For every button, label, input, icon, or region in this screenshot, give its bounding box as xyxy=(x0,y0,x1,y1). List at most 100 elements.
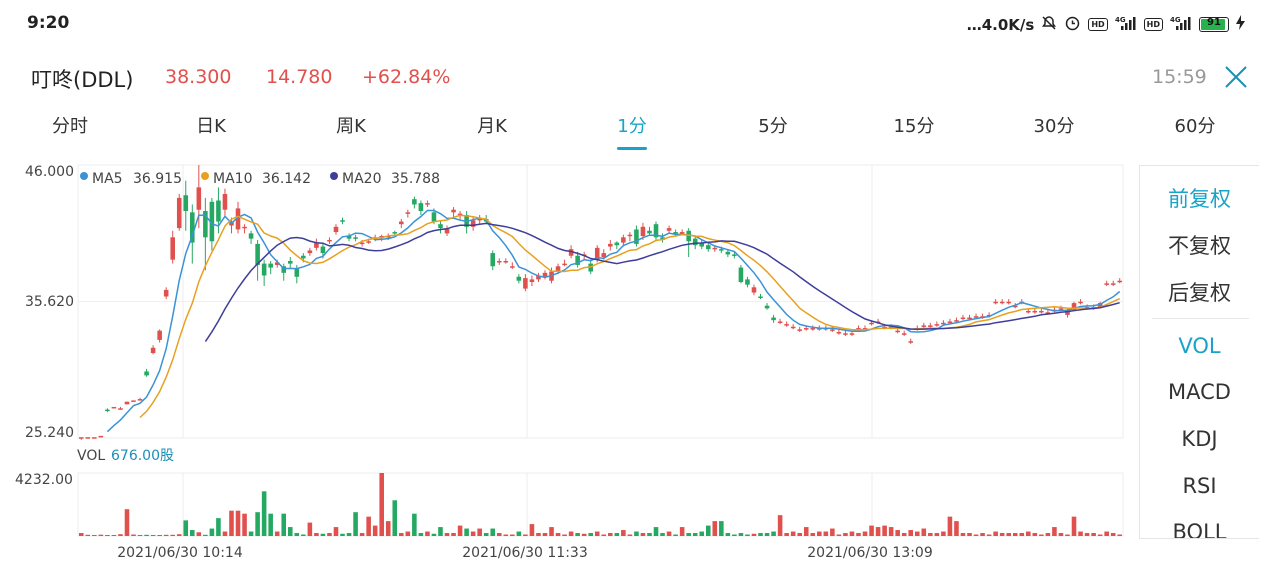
volume-bar xyxy=(581,533,587,536)
candle-body xyxy=(771,317,776,321)
option-boll[interactable]: BOLL xyxy=(1172,520,1227,539)
candle-body xyxy=(490,253,496,267)
volume-bar xyxy=(751,533,757,536)
candle-body xyxy=(1117,280,1123,283)
close-button[interactable] xyxy=(1223,64,1249,90)
candle-body xyxy=(738,267,744,283)
candle-body xyxy=(1104,283,1109,285)
volume-bar xyxy=(1110,533,1116,536)
candle-body xyxy=(993,301,998,304)
candle-body xyxy=(248,233,254,239)
volume-bar xyxy=(392,500,398,536)
volume-bar xyxy=(1104,531,1109,536)
volume-bar xyxy=(242,513,247,536)
option-rsi[interactable]: RSI xyxy=(1182,474,1217,498)
tab-30min[interactable]: 30分 xyxy=(1033,116,1075,137)
volume-bar xyxy=(960,533,966,536)
tab-5min[interactable]: 5分 xyxy=(758,116,788,137)
candle-body xyxy=(849,333,855,335)
candle-body xyxy=(385,236,391,238)
tab-intraday[interactable]: 分时 xyxy=(52,116,88,137)
option-kdj[interactable]: KDJ xyxy=(1181,427,1218,451)
candle-body xyxy=(496,260,502,263)
volume-bar xyxy=(111,535,117,536)
volume-bar xyxy=(686,533,691,536)
volume-bar xyxy=(294,533,300,536)
volume-bar xyxy=(921,528,927,536)
volume-bar xyxy=(875,527,881,536)
volume-bar xyxy=(314,533,319,536)
ma20-line xyxy=(204,222,1120,343)
volume-bar xyxy=(516,531,522,536)
option-forward-adjusted[interactable]: 前复权 xyxy=(1168,187,1231,211)
candle-body xyxy=(679,232,685,234)
candle-body xyxy=(477,218,482,221)
y-tick-top: 46.000 xyxy=(25,164,74,180)
candle-body xyxy=(1012,305,1018,308)
volume-bar xyxy=(732,534,737,536)
candle-body xyxy=(137,399,143,401)
option-unadjusted[interactable]: 不复权 xyxy=(1168,234,1231,258)
volume-bar xyxy=(274,531,280,536)
candle-body xyxy=(862,328,868,330)
volume-bar xyxy=(470,531,476,536)
volume-bar xyxy=(712,521,718,536)
volume-bar xyxy=(640,533,646,536)
volume-bar xyxy=(105,535,110,536)
volume-bar xyxy=(594,531,600,536)
candle-body xyxy=(536,275,541,280)
candle-body xyxy=(836,332,842,334)
volume-bar xyxy=(170,534,175,536)
volume-bar xyxy=(118,534,123,536)
volume-bar xyxy=(954,521,959,536)
volume-bar xyxy=(699,531,705,536)
candle-body xyxy=(542,272,548,277)
volume-bar xyxy=(653,527,659,536)
volume-bar xyxy=(1006,533,1011,536)
candle-body xyxy=(1006,301,1011,304)
candle-body xyxy=(209,201,215,242)
candle-body xyxy=(647,230,652,234)
volume-bar xyxy=(562,534,567,536)
volume-bar xyxy=(660,533,665,536)
option-backward-adjusted[interactable]: 后复权 xyxy=(1168,281,1231,305)
option-vol[interactable]: VOL xyxy=(1178,334,1221,358)
candle-body xyxy=(1110,283,1116,285)
candle-body xyxy=(203,211,208,238)
candle-body xyxy=(399,221,404,225)
volume-bar xyxy=(78,533,84,536)
volume-bar xyxy=(1091,533,1096,536)
candle-body xyxy=(470,220,476,227)
volume-bar xyxy=(477,528,482,536)
volume-bar xyxy=(725,533,731,536)
volume-bar xyxy=(999,533,1005,536)
volume-bar xyxy=(947,516,953,536)
tab-daily-k[interactable]: 日K xyxy=(196,116,226,137)
candle-body xyxy=(686,230,691,242)
candle-body xyxy=(1078,301,1083,304)
volume-bar xyxy=(1012,533,1018,536)
candle-body xyxy=(216,200,221,222)
candle-body xyxy=(608,243,613,247)
option-macd[interactable]: MACD xyxy=(1168,380,1231,404)
candle-body xyxy=(967,317,972,320)
candle-body xyxy=(777,321,783,323)
candle-body xyxy=(1039,310,1044,313)
candle-body xyxy=(392,232,398,234)
volume-bar xyxy=(353,512,358,536)
volume-bar xyxy=(359,533,365,536)
volume-bar xyxy=(333,527,339,536)
tab-weekly-k[interactable]: 周K xyxy=(336,116,366,137)
vol-label: VOL xyxy=(77,448,105,464)
y-tick-bottom: 25.240 xyxy=(25,425,74,441)
tab-monthly-k[interactable]: 月K xyxy=(477,116,507,137)
vol-axis-tick: 4232.00 xyxy=(15,472,73,488)
volume-bar xyxy=(568,531,574,536)
kline-chart[interactable]: 46.000 35.620 25.240 MA5 36.915 MA10 36.… xyxy=(0,155,1135,565)
tab-60min[interactable]: 60分 xyxy=(1174,116,1216,137)
tab-1min[interactable]: 1分 xyxy=(617,116,647,137)
candle-body xyxy=(830,329,835,331)
volume-bar xyxy=(222,531,228,536)
candle-body xyxy=(627,234,633,237)
tab-15min[interactable]: 15分 xyxy=(893,116,935,137)
